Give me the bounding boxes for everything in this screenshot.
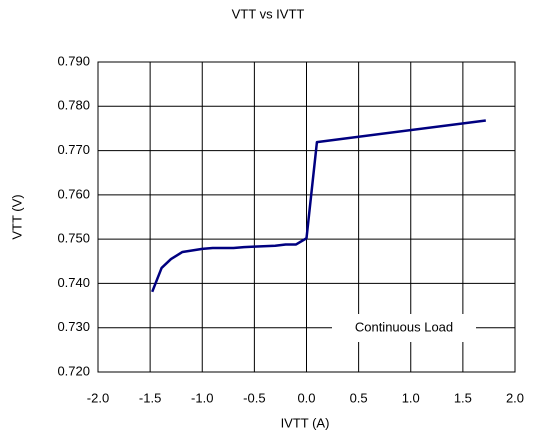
x-tick-label: -2.0 [87, 390, 109, 405]
y-tick-label: 0.790 [57, 53, 90, 68]
x-tick-label: 1.0 [402, 390, 420, 405]
y-axis-label: VTT (V) [9, 194, 24, 239]
x-tick-label: 2.0 [506, 390, 524, 405]
x-tick-label: -1.5 [139, 390, 161, 405]
x-tick-label: -1.0 [191, 390, 213, 405]
annotation-box [332, 314, 476, 342]
x-tick-label: 0.0 [297, 390, 315, 405]
annotation: Continuous Load [355, 319, 453, 334]
y-tick-label: 0.780 [57, 98, 90, 113]
y-tick-label: 0.760 [57, 186, 90, 201]
y-tick-label: 0.770 [57, 142, 90, 157]
x-axis-label: IVTT (A) [281, 415, 330, 430]
chart-title: VTT vs IVTT [232, 6, 305, 21]
y-tick-label: 0.720 [57, 363, 90, 378]
data-line [151, 119, 486, 293]
plot-border [97, 61, 516, 373]
x-tick-label: 1.5 [454, 390, 472, 405]
x-tick-label: 0.5 [350, 390, 368, 405]
y-tick-label: 0.740 [57, 275, 90, 290]
y-tick-label: 0.730 [57, 319, 90, 334]
y-tick-label: 0.750 [57, 231, 90, 246]
x-tick-label: -0.5 [243, 390, 265, 405]
